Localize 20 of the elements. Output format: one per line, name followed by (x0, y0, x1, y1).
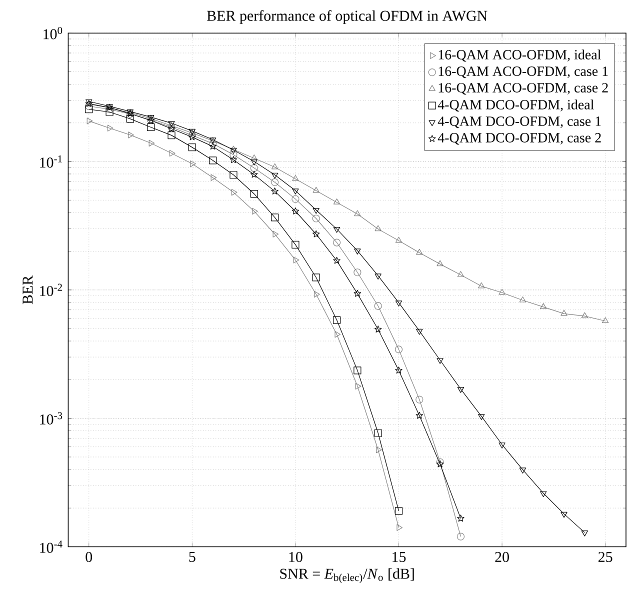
x-tick-label: 15 (392, 552, 406, 562)
y-tick-label: 10$^{-2}$ (40, 284, 62, 296)
legend-label: 4-QAM DCO-OFDM, case 1 (438, 116, 601, 128)
x-tick-label: 5 (189, 552, 196, 562)
legend-label: 16-QAM ACO-OFDM, case 2 (438, 83, 608, 95)
x-tick-label: 0 (86, 552, 92, 562)
y-tick-label: 10$^{-4}$ (40, 540, 62, 553)
legend-label: 16-QAM ACO-OFDM, ideal (438, 50, 601, 62)
y-tick-label: 10$^{-1}$ (40, 155, 62, 168)
legend-label: 16-QAM ACO-OFDM, case 1 (438, 66, 608, 78)
y-tick-label: 10$^{-3}$ (40, 412, 62, 425)
chart-title: BER performance of optical OFDM in AWGN (207, 10, 488, 24)
legend-label: 4-QAM DCO-OFDM, case 2 (438, 133, 601, 145)
y-tick-label: 10$^{0}$ (44, 26, 62, 40)
x-tick-label: 20 (495, 552, 509, 562)
x-tick-label: 25 (598, 552, 612, 562)
x-axis-title: SNR = E$_{b(elec)}$/N$_{o}$ [dB] (280, 568, 414, 584)
x-tick-label: 10 (289, 552, 302, 562)
y-axis-title: BER (22, 275, 33, 304)
legend-label: 4-QAM DCO-OFDM, ideal (438, 100, 594, 112)
